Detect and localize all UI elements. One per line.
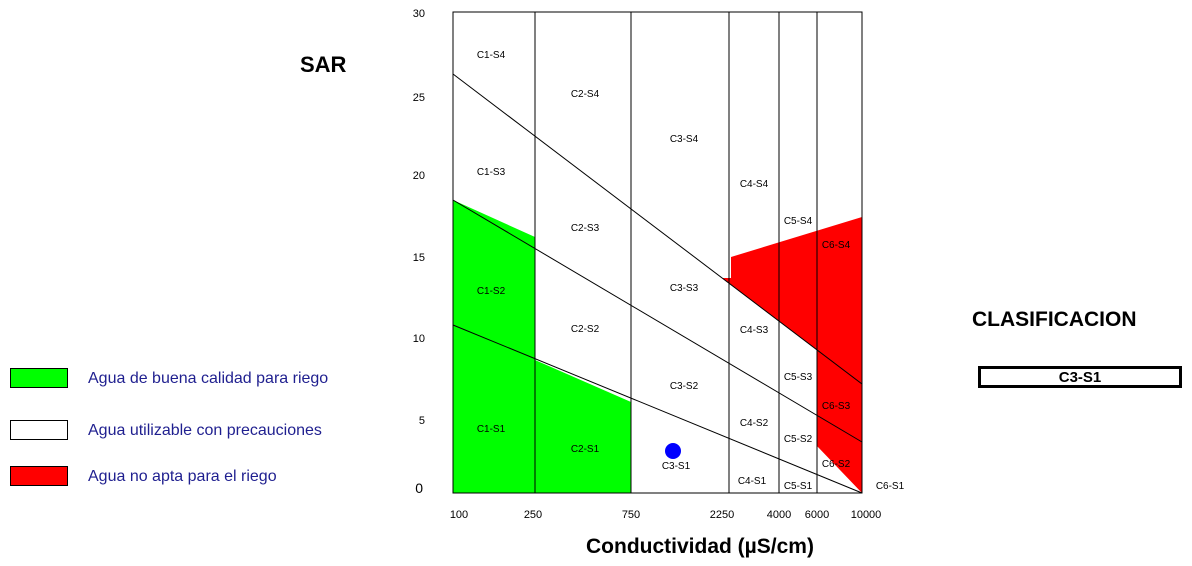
zone-label: C3-S4 [670, 134, 699, 145]
y-tick-label: 0 [415, 480, 423, 496]
zone-label: C6-S2 [822, 459, 851, 470]
classification-result: C3-S1 [978, 366, 1182, 388]
x-tick-label: 10000 [851, 509, 882, 521]
zone-label: C1-S3 [477, 167, 506, 178]
zone-label: C6-S3 [822, 401, 851, 412]
legend-label-good: Agua de buena calidad para riego [88, 370, 329, 387]
legend-swatch-unsuitable [10, 466, 68, 486]
legend-swatch-good [10, 368, 68, 388]
x-tick-label: 6000 [805, 509, 829, 521]
zone-label: C3-S1 [662, 461, 691, 472]
zone-label: C4-S1 [738, 476, 767, 487]
y-tick-label: 30 [413, 8, 425, 20]
y-tick-label: 5 [419, 415, 425, 427]
zone-label: C2-S1 [571, 444, 600, 455]
zone-label: C5-S1 [784, 481, 813, 492]
zone-label: C5-S4 [784, 216, 813, 227]
y-axis-title: SAR [300, 52, 347, 77]
zone-label: C3-S2 [670, 381, 699, 392]
zone-label: C4-S2 [740, 418, 769, 429]
legend-label-unsuitable: Agua no apta para el riego [88, 468, 277, 485]
zone-label: C3-S3 [670, 283, 699, 294]
zone-label: C5-S2 [784, 434, 813, 445]
x-tick-label: 250 [524, 509, 542, 521]
zone-label: C2-S3 [571, 223, 600, 234]
legend-swatch-caution [10, 420, 68, 440]
zone-label: C1-S1 [477, 424, 506, 435]
zone-label: C6-S4 [822, 240, 851, 251]
line-s2-s1 [452, 324, 863, 494]
y-tick-label: 10 [413, 333, 425, 345]
classification-title: CLASIFICACION [972, 308, 1137, 331]
zone-label: C2-S4 [571, 89, 600, 100]
y-tick-label: 20 [413, 170, 425, 182]
line-s4-s3 [452, 73, 863, 385]
zone-label: C6-S1 [876, 481, 905, 492]
zone-label: C1-S4 [477, 50, 506, 61]
zone-label: C4-S4 [740, 179, 769, 190]
y-tick-label: 15 [413, 252, 425, 264]
x-axis-title: Conductividad (µS/cm) [586, 535, 814, 558]
zone-c1-good [453, 200, 535, 493]
zone-label: C1-S2 [477, 286, 506, 297]
zone-label: C4-S3 [740, 325, 769, 336]
sample-point [665, 443, 681, 459]
zone-label: C5-S3 [784, 372, 813, 383]
plot-frame [452, 11, 863, 494]
zone-label: C2-S2 [571, 324, 600, 335]
y-tick-label: 25 [413, 92, 425, 104]
x-tick-label: 2250 [710, 509, 734, 521]
zone-c2-good [535, 360, 631, 493]
x-tick-label: 750 [622, 509, 640, 521]
zone-unsuitable [722, 217, 862, 493]
line-s3-s2 [452, 199, 863, 443]
legend-label-caution: Agua utilizable con precauciones [88, 422, 322, 439]
x-tick-label: 4000 [767, 509, 791, 521]
x-tick-label: 100 [450, 509, 468, 521]
